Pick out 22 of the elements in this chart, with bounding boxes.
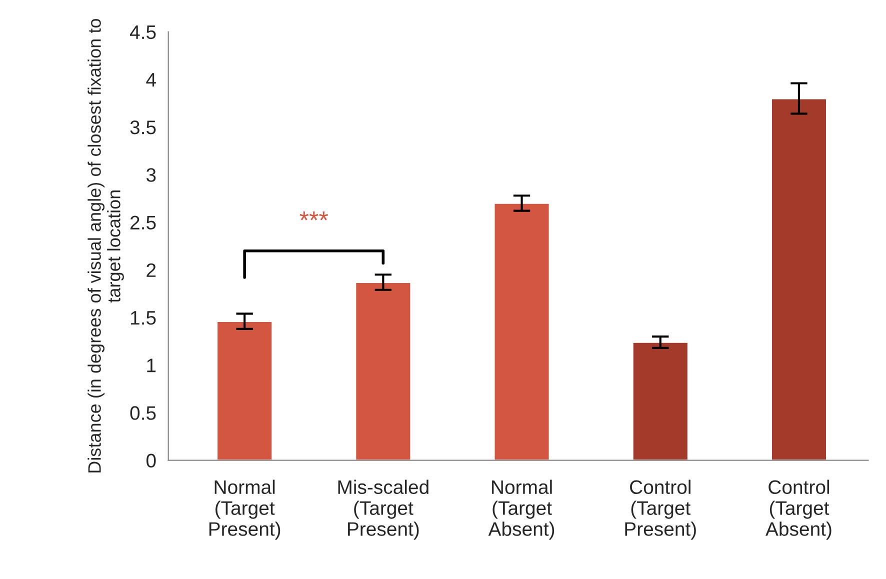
y-axis-title: Distance (in degrees of visual angle) of closest fixation to target location [88, 19, 124, 472]
bar [354, 282, 412, 460]
bar [216, 320, 273, 460]
x-tick-label: Normal (Target Present) [209, 480, 280, 540]
y-tick-label: 3 [146, 168, 156, 182]
y-tick-label: 1 [147, 358, 156, 372]
bar [493, 202, 550, 460]
x-tick-label: Normal (Target Absent) [488, 480, 554, 540]
y-tick-label: 0 [146, 454, 156, 468]
y-tick-label: 0.5 [130, 406, 156, 420]
x-tick-label: Mis-scaled (Target Present) [338, 480, 428, 540]
annotation: *** [300, 212, 328, 220]
y-tick-label: 2.5 [130, 216, 156, 230]
y-tick-label: 2 [146, 263, 156, 277]
y-tick-label: 1.5 [130, 311, 156, 325]
x-tick-label: Control (Target Absent) [766, 480, 832, 540]
bar [770, 98, 828, 460]
y-tick-label: 3.5 [130, 120, 156, 134]
bar [632, 342, 689, 460]
x-tick-label: Control (Target Present) [625, 480, 696, 540]
y-tick-label: 4 [146, 73, 156, 86]
y-tick-label: 4.5 [130, 26, 156, 40]
